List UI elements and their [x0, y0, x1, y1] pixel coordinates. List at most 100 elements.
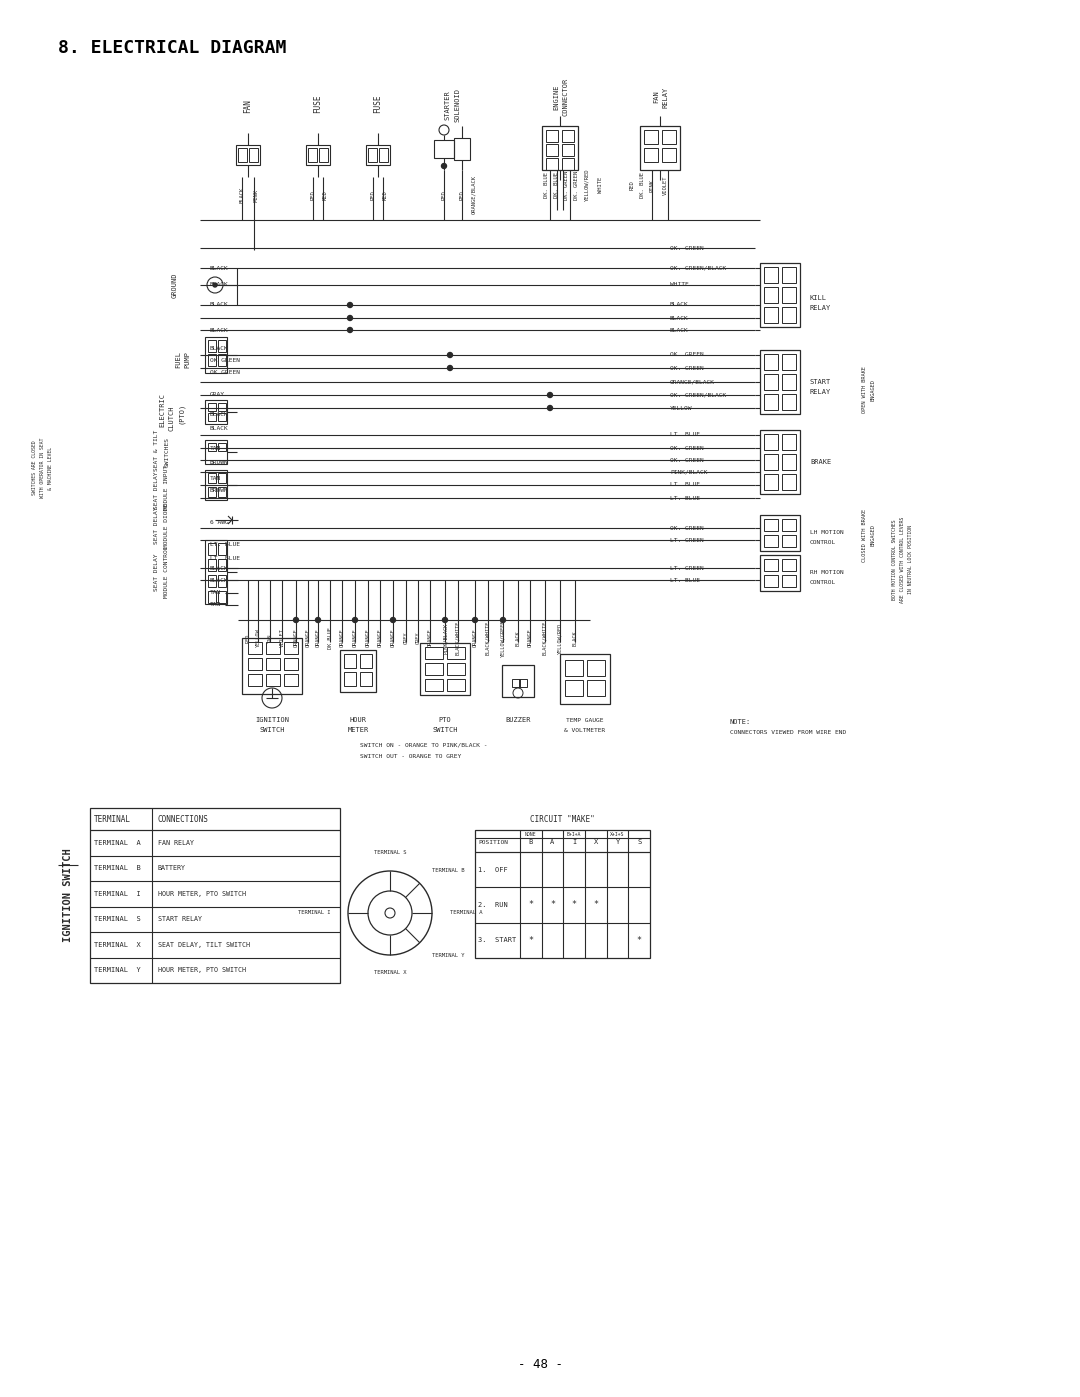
Text: OK. GREEN: OK. GREEN: [670, 446, 704, 450]
Text: IGNITION: IGNITION: [255, 717, 289, 724]
Bar: [249, 148, 258, 162]
Text: *: *: [637, 936, 642, 944]
Text: TERMINAL A: TERMINAL A: [450, 911, 483, 915]
Text: PTO: PTO: [438, 717, 451, 724]
Text: BLACK: BLACK: [210, 577, 229, 583]
Circle shape: [473, 617, 477, 623]
Bar: [90, 807, 340, 983]
Circle shape: [348, 316, 352, 320]
Circle shape: [348, 327, 352, 332]
Text: TERMINAL  S: TERMINAL S: [94, 916, 140, 922]
Circle shape: [442, 163, 446, 169]
Text: FAN RELAY: FAN RELAY: [158, 840, 194, 845]
Bar: [208, 474, 216, 483]
Text: RED: RED: [311, 190, 315, 200]
Bar: [218, 576, 226, 587]
Bar: [242, 638, 302, 694]
Text: PINK/BLACK: PINK/BLACK: [443, 623, 447, 654]
Bar: [640, 126, 680, 170]
Text: HOUR: HOUR: [350, 717, 366, 724]
Text: ORANGE: ORANGE: [473, 629, 477, 647]
Text: MODULE INPUT: MODULE INPUT: [164, 465, 170, 510]
Bar: [782, 307, 796, 323]
Bar: [782, 267, 796, 284]
Text: VIOLET: VIOLET: [280, 629, 284, 647]
Bar: [760, 515, 800, 550]
Bar: [208, 591, 216, 604]
Bar: [475, 830, 650, 958]
Text: ORANGE: ORANGE: [428, 629, 432, 647]
Text: HOUR METER, PTO SWITCH: HOUR METER, PTO SWITCH: [158, 967, 246, 974]
Text: YELLOW: YELLOW: [256, 629, 260, 647]
Bar: [426, 664, 443, 675]
Text: BLACK/WHITE: BLACK/WHITE: [486, 620, 490, 655]
Text: GROUND: GROUND: [172, 272, 178, 298]
Circle shape: [391, 617, 395, 623]
Text: MODULE CONTROL: MODULE CONTROL: [164, 546, 170, 598]
Text: BOTH MOTION CONTROL SWITCHES: BOTH MOTION CONTROL SWITCHES: [892, 520, 897, 601]
Bar: [360, 672, 372, 686]
Text: LT. BLUE: LT. BLUE: [670, 496, 700, 500]
Circle shape: [500, 617, 505, 623]
Bar: [562, 158, 573, 170]
Text: LT. BLUE: LT. BLUE: [210, 542, 240, 548]
Bar: [760, 555, 800, 591]
Text: TERMINAL  B: TERMINAL B: [94, 865, 140, 872]
Text: TERMINAL  X: TERMINAL X: [94, 942, 140, 947]
Bar: [208, 559, 216, 571]
Bar: [644, 130, 658, 144]
Text: TERMINAL  A: TERMINAL A: [94, 840, 140, 845]
Bar: [662, 130, 676, 144]
Text: ENGAGED: ENGAGED: [870, 524, 876, 546]
Bar: [266, 658, 280, 671]
Bar: [782, 520, 796, 531]
Text: TERMINAL  I: TERMINAL I: [94, 891, 140, 897]
Text: FUSE: FUSE: [374, 95, 382, 113]
Text: FAN: FAN: [243, 99, 253, 113]
Text: WITH OPERATOR IN SEAT: WITH OPERATOR IN SEAT: [41, 437, 45, 499]
Text: *: *: [528, 936, 534, 944]
Text: RED: RED: [382, 190, 388, 200]
Text: FUSE: FUSE: [313, 95, 323, 113]
Bar: [208, 414, 216, 420]
Text: METER: METER: [348, 726, 368, 733]
Text: YELLOW/RED: YELLOW/RED: [557, 623, 563, 654]
Text: I: I: [572, 840, 577, 845]
Bar: [542, 126, 578, 170]
Text: BLACK: BLACK: [210, 412, 229, 418]
Text: PINK: PINK: [649, 179, 654, 191]
Text: *: *: [528, 901, 534, 909]
Text: BLACK: BLACK: [515, 630, 521, 645]
Text: BLACK: BLACK: [210, 345, 229, 351]
Text: ORANGE: ORANGE: [378, 629, 382, 647]
Text: MODULE DIODE: MODULE DIODE: [164, 503, 170, 548]
Text: BLACK: BLACK: [670, 303, 689, 307]
Bar: [764, 307, 778, 323]
Text: YELLOW: YELLOW: [670, 405, 692, 411]
Text: 6 AWG: 6 AWG: [210, 520, 229, 524]
Text: & MACHINE LEVEL: & MACHINE LEVEL: [49, 447, 54, 489]
Bar: [248, 658, 262, 671]
Text: DK. BLUE: DK. BLUE: [639, 172, 645, 198]
Text: LT. GREEN: LT. GREEN: [670, 566, 704, 570]
Text: ORANGE: ORANGE: [391, 629, 395, 647]
Text: TERMINAL I: TERMINAL I: [297, 911, 330, 915]
Bar: [546, 130, 558, 142]
Text: GREY: GREY: [404, 631, 408, 644]
Bar: [447, 679, 465, 692]
Bar: [248, 643, 262, 654]
Text: X: X: [594, 840, 598, 845]
Text: X+I+S: X+I+S: [610, 833, 624, 837]
Text: SWITCHES ARE CLOSED: SWITCHES ARE CLOSED: [32, 440, 38, 496]
Text: OK. GREEN: OK. GREEN: [670, 246, 704, 250]
Text: START: START: [810, 379, 832, 386]
Text: SEAT DELAY: SEAT DELAY: [154, 471, 160, 509]
Text: TAN: TAN: [210, 475, 221, 481]
Bar: [368, 148, 377, 162]
Bar: [782, 474, 796, 490]
Text: PINK/BLACK: PINK/BLACK: [670, 469, 707, 475]
Text: B: B: [529, 840, 532, 845]
Text: CONNECTORS VIEWED FROM WIRE END: CONNECTORS VIEWED FROM WIRE END: [730, 731, 847, 735]
Text: TERMINAL X: TERMINAL X: [374, 971, 406, 975]
Text: - 48 -: - 48 -: [517, 1358, 563, 1372]
